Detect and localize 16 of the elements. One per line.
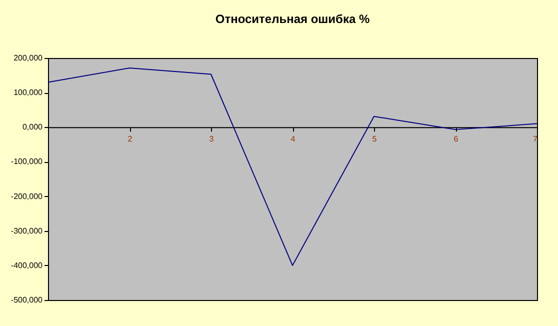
chart-title: Относительная ошибка % [215, 12, 370, 26]
x-tick-label: 4 [290, 134, 296, 144]
x-tick-label: 7 [533, 134, 538, 144]
y-tick-label: -300,000 [10, 226, 44, 236]
y-tick-label: 0,000 [22, 122, 44, 132]
line-series [48, 68, 538, 266]
x-tick-label: 2 [128, 134, 133, 144]
x-tick-label: 5 [372, 134, 378, 144]
x-tick-label: 3 [209, 134, 214, 144]
y-tick-label: -500,000 [10, 296, 44, 304]
y-tick-label: -200,000 [10, 192, 44, 201]
y-tick-label: -400,000 [10, 260, 44, 270]
y-tick-label: 200,000 [14, 54, 44, 62]
x-tick-label: 6 [454, 134, 459, 144]
y-tick-label: 100,000 [14, 88, 44, 98]
y-tick-label: -100,000 [10, 157, 44, 166]
